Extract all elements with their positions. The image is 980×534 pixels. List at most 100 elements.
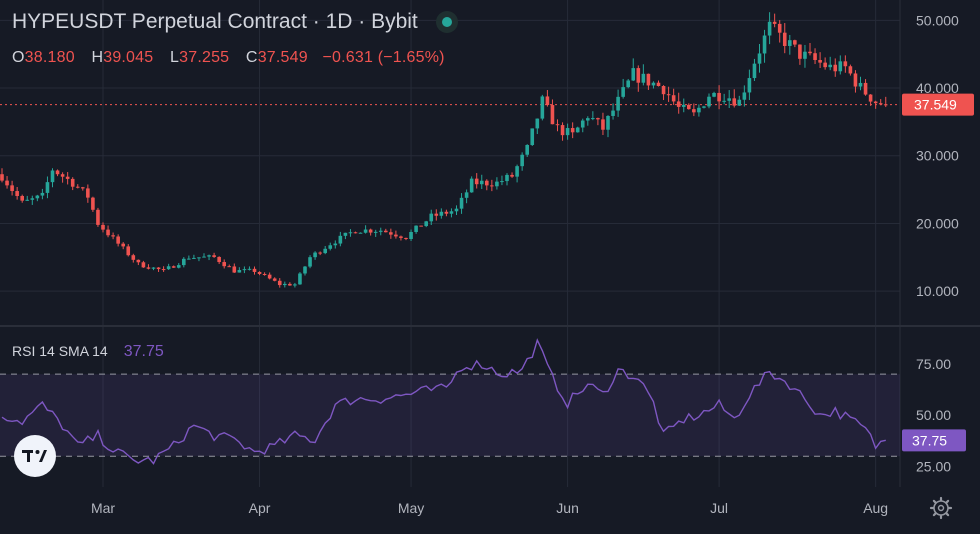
time-tick-label: Mar (91, 500, 115, 516)
candle-body (626, 80, 630, 88)
time-tick-label: Jun (556, 500, 579, 516)
candle (500, 175, 504, 186)
candle (823, 57, 827, 70)
candle-body (272, 278, 277, 281)
candle-body (813, 53, 817, 61)
candle-body (505, 174, 509, 182)
candle (767, 12, 772, 45)
candle-body (853, 73, 858, 87)
candle-body (858, 82, 863, 87)
rsi-axis[interactable]: 25.00 50.00 75.00 (916, 356, 951, 475)
candle (288, 282, 292, 286)
candle-body (96, 209, 100, 225)
candle (474, 173, 479, 189)
candle (515, 164, 519, 183)
candle-body (363, 229, 368, 233)
candle-body (702, 106, 706, 108)
candle-body (717, 92, 721, 102)
market-status-icon (441, 17, 452, 27)
candle (717, 85, 721, 110)
candle (727, 90, 731, 109)
candle (788, 34, 792, 55)
candles (0, 12, 888, 288)
candle (828, 56, 832, 71)
candle (277, 278, 282, 288)
candle (702, 105, 706, 109)
candle (843, 55, 848, 73)
candle (535, 118, 540, 134)
candle-body (823, 62, 827, 68)
candle (565, 123, 570, 140)
candle-body (424, 221, 428, 227)
candle (707, 93, 711, 109)
time-tick-label: May (398, 500, 424, 516)
candle-body (883, 104, 888, 106)
candle-body (560, 125, 565, 136)
ohlc-low-key: L (170, 49, 180, 66)
candle-body (60, 174, 65, 177)
candle-body (116, 236, 120, 244)
candle (176, 263, 181, 269)
candle (525, 144, 529, 157)
candle (338, 231, 343, 247)
candle (798, 44, 802, 65)
candle (156, 267, 161, 272)
candle (712, 91, 716, 98)
candle (560, 122, 565, 141)
candle (75, 184, 80, 189)
candle-body (131, 255, 136, 260)
candle-body (30, 198, 35, 200)
candle-body (661, 86, 666, 95)
candle-body (873, 101, 878, 104)
candle (242, 266, 247, 274)
candle (121, 242, 125, 250)
candle (777, 20, 782, 43)
candle (409, 229, 413, 242)
gear-icon[interactable] (929, 496, 953, 520)
time-axis[interactable]: Mar Apr May Jun Jul Aug (91, 500, 888, 516)
candle-body (793, 40, 797, 45)
candle (333, 240, 338, 249)
candle (490, 179, 494, 192)
candle-body (757, 53, 762, 64)
tradingview-logo-icon[interactable] (14, 435, 56, 477)
candle (35, 194, 40, 202)
candle (444, 209, 449, 217)
candle-body (570, 128, 575, 133)
candle-body (267, 274, 272, 279)
candle (0, 168, 4, 183)
candle (252, 266, 257, 275)
candle-body (722, 100, 726, 102)
candle (116, 234, 120, 247)
candle (868, 94, 873, 106)
candle-body (510, 174, 514, 177)
candle (873, 100, 878, 109)
candle-body (545, 96, 550, 106)
price-axis[interactable]: 10.000 20.000 30.000 40.000 50.000 (916, 12, 959, 299)
candle-body (91, 197, 95, 210)
candle-body (197, 257, 201, 259)
time-tick-label: Apr (249, 500, 271, 516)
candle (182, 257, 186, 268)
candle (495, 177, 499, 190)
candle-body (747, 78, 752, 93)
candle-body (495, 181, 499, 187)
rsi-legend[interactable]: RSI 14 SMA 14 37.75 (12, 343, 164, 361)
candle (358, 232, 363, 234)
candle (459, 193, 464, 214)
candle (863, 79, 868, 96)
candle (126, 244, 131, 257)
candle (449, 208, 454, 218)
candle-body (156, 267, 161, 270)
candle (687, 103, 691, 110)
candle (171, 265, 176, 268)
rsi-value-tag: 37.75 (902, 429, 966, 452)
candle (207, 254, 211, 261)
symbol-header[interactable]: HYPEUSDT Perpetual Contract · 1D · Bybit (12, 10, 452, 34)
candle (394, 230, 398, 239)
rsi-value-tag-bg (902, 429, 966, 452)
candle-body (692, 109, 696, 113)
candle (414, 225, 418, 234)
